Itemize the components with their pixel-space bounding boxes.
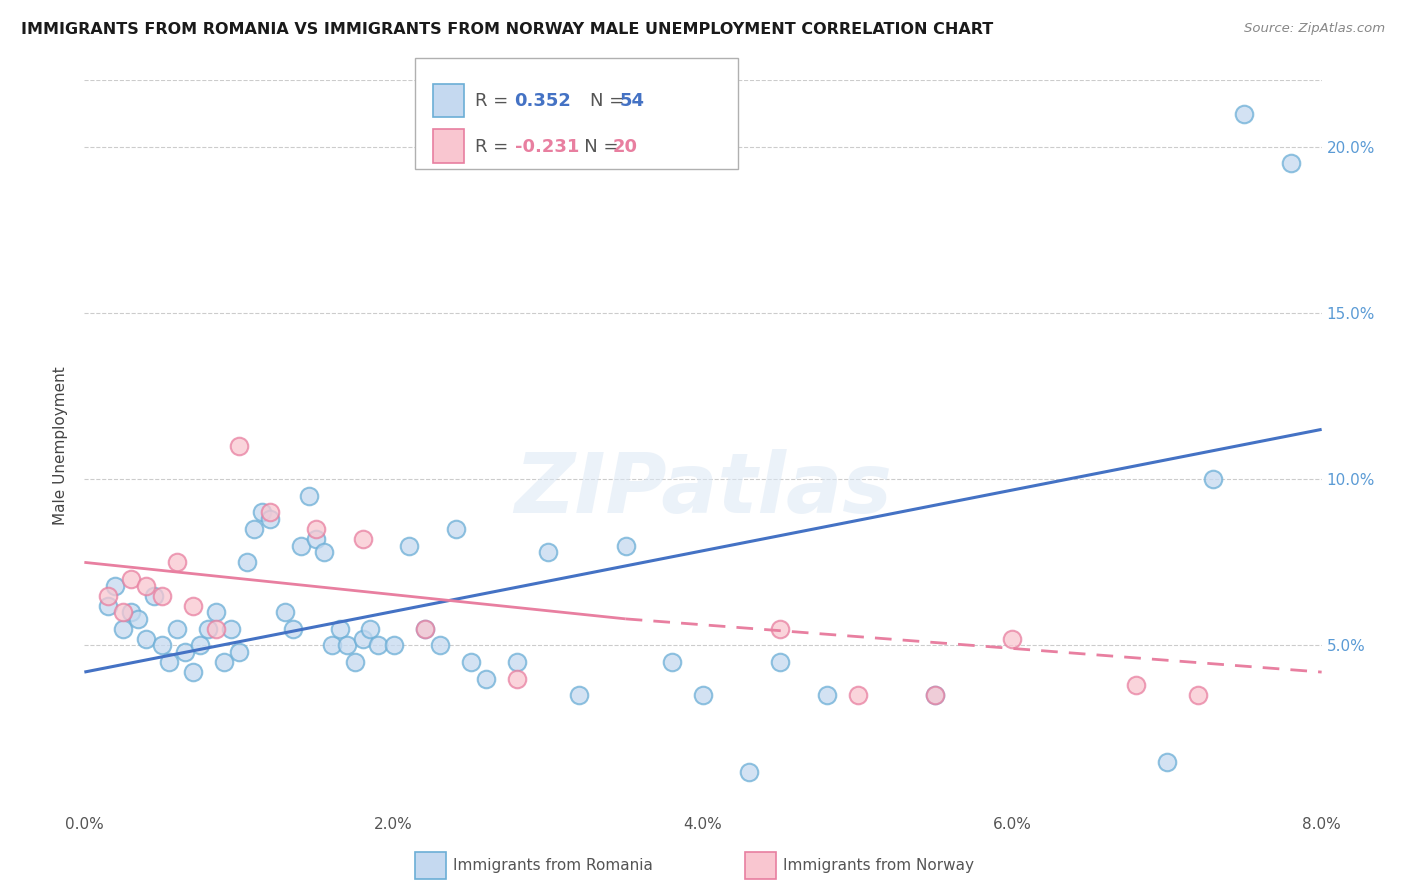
Point (1001, 632, 1024, 646)
Point (314, 545, 336, 559)
Point (413, 622, 436, 636)
Point (128, 612, 150, 626)
Point (197, 622, 219, 636)
Point (1233, 106, 1256, 120)
Point (205, 622, 228, 636)
Point (1156, 755, 1178, 769)
Point (924, 689, 946, 703)
Point (846, 689, 869, 703)
Point (352, 632, 374, 646)
Point (1187, 689, 1209, 703)
Point (143, 589, 166, 603)
Point (112, 605, 135, 619)
Point (614, 539, 637, 553)
Point (290, 539, 312, 553)
Point (1125, 678, 1147, 692)
Point (815, 689, 838, 703)
Point (329, 622, 352, 636)
Point (135, 579, 157, 593)
Point (135, 632, 157, 646)
Point (367, 639, 389, 653)
Text: 54: 54 (620, 93, 645, 111)
Text: Immigrants from Romania: Immigrants from Romania (453, 858, 652, 872)
Point (228, 439, 250, 453)
Point (460, 655, 482, 669)
Y-axis label: Male Unemployment: Male Unemployment (53, 367, 69, 525)
Point (298, 489, 321, 503)
Point (252, 506, 274, 520)
Point (475, 672, 498, 686)
Point (305, 532, 328, 546)
Point (1279, 156, 1302, 170)
Point (159, 655, 181, 669)
Point (274, 605, 297, 619)
Point (188, 639, 212, 653)
Point (181, 599, 204, 613)
Point (321, 639, 343, 653)
Point (112, 622, 135, 636)
Point (1202, 472, 1225, 486)
Text: Immigrants from Norway: Immigrants from Norway (783, 858, 974, 872)
Point (236, 555, 259, 569)
Point (205, 605, 228, 619)
Point (166, 555, 188, 569)
Point (924, 689, 946, 703)
Point (506, 672, 529, 686)
Point (344, 655, 367, 669)
Point (120, 572, 142, 586)
Text: ZIPatlas: ZIPatlas (515, 450, 891, 531)
Point (352, 532, 374, 546)
Point (398, 539, 420, 553)
Point (212, 655, 235, 669)
Point (283, 622, 305, 636)
Point (120, 605, 142, 619)
Point (150, 589, 173, 603)
Point (769, 622, 792, 636)
Point (259, 506, 281, 520)
Point (166, 622, 188, 636)
Point (506, 655, 529, 669)
Point (181, 665, 204, 679)
Text: N =: N = (567, 137, 624, 155)
Point (413, 622, 436, 636)
Point (104, 579, 127, 593)
Point (382, 639, 405, 653)
Point (228, 645, 250, 659)
Point (661, 655, 683, 669)
Point (221, 622, 243, 636)
Text: 20: 20 (613, 137, 638, 155)
Point (537, 545, 560, 559)
Point (305, 522, 328, 536)
Point (259, 512, 281, 526)
Text: R =: R = (475, 93, 515, 111)
Point (769, 655, 792, 669)
Point (429, 639, 451, 653)
Point (96, 589, 120, 603)
Text: R =: R = (475, 137, 515, 155)
Text: Source: ZipAtlas.com: Source: ZipAtlas.com (1244, 22, 1385, 36)
Point (692, 689, 714, 703)
Point (568, 689, 591, 703)
Point (360, 622, 382, 636)
Text: N =: N = (567, 93, 630, 111)
Point (243, 522, 266, 536)
Text: -0.231: -0.231 (515, 137, 579, 155)
Point (96, 599, 120, 613)
Point (738, 764, 761, 779)
Text: IMMIGRANTS FROM ROMANIA VS IMMIGRANTS FROM NORWAY MALE UNEMPLOYMENT CORRELATION : IMMIGRANTS FROM ROMANIA VS IMMIGRANTS FR… (21, 22, 994, 37)
Point (150, 639, 173, 653)
Point (174, 645, 197, 659)
Point (336, 639, 359, 653)
Point (444, 522, 467, 536)
Text: 0.352: 0.352 (515, 93, 571, 111)
